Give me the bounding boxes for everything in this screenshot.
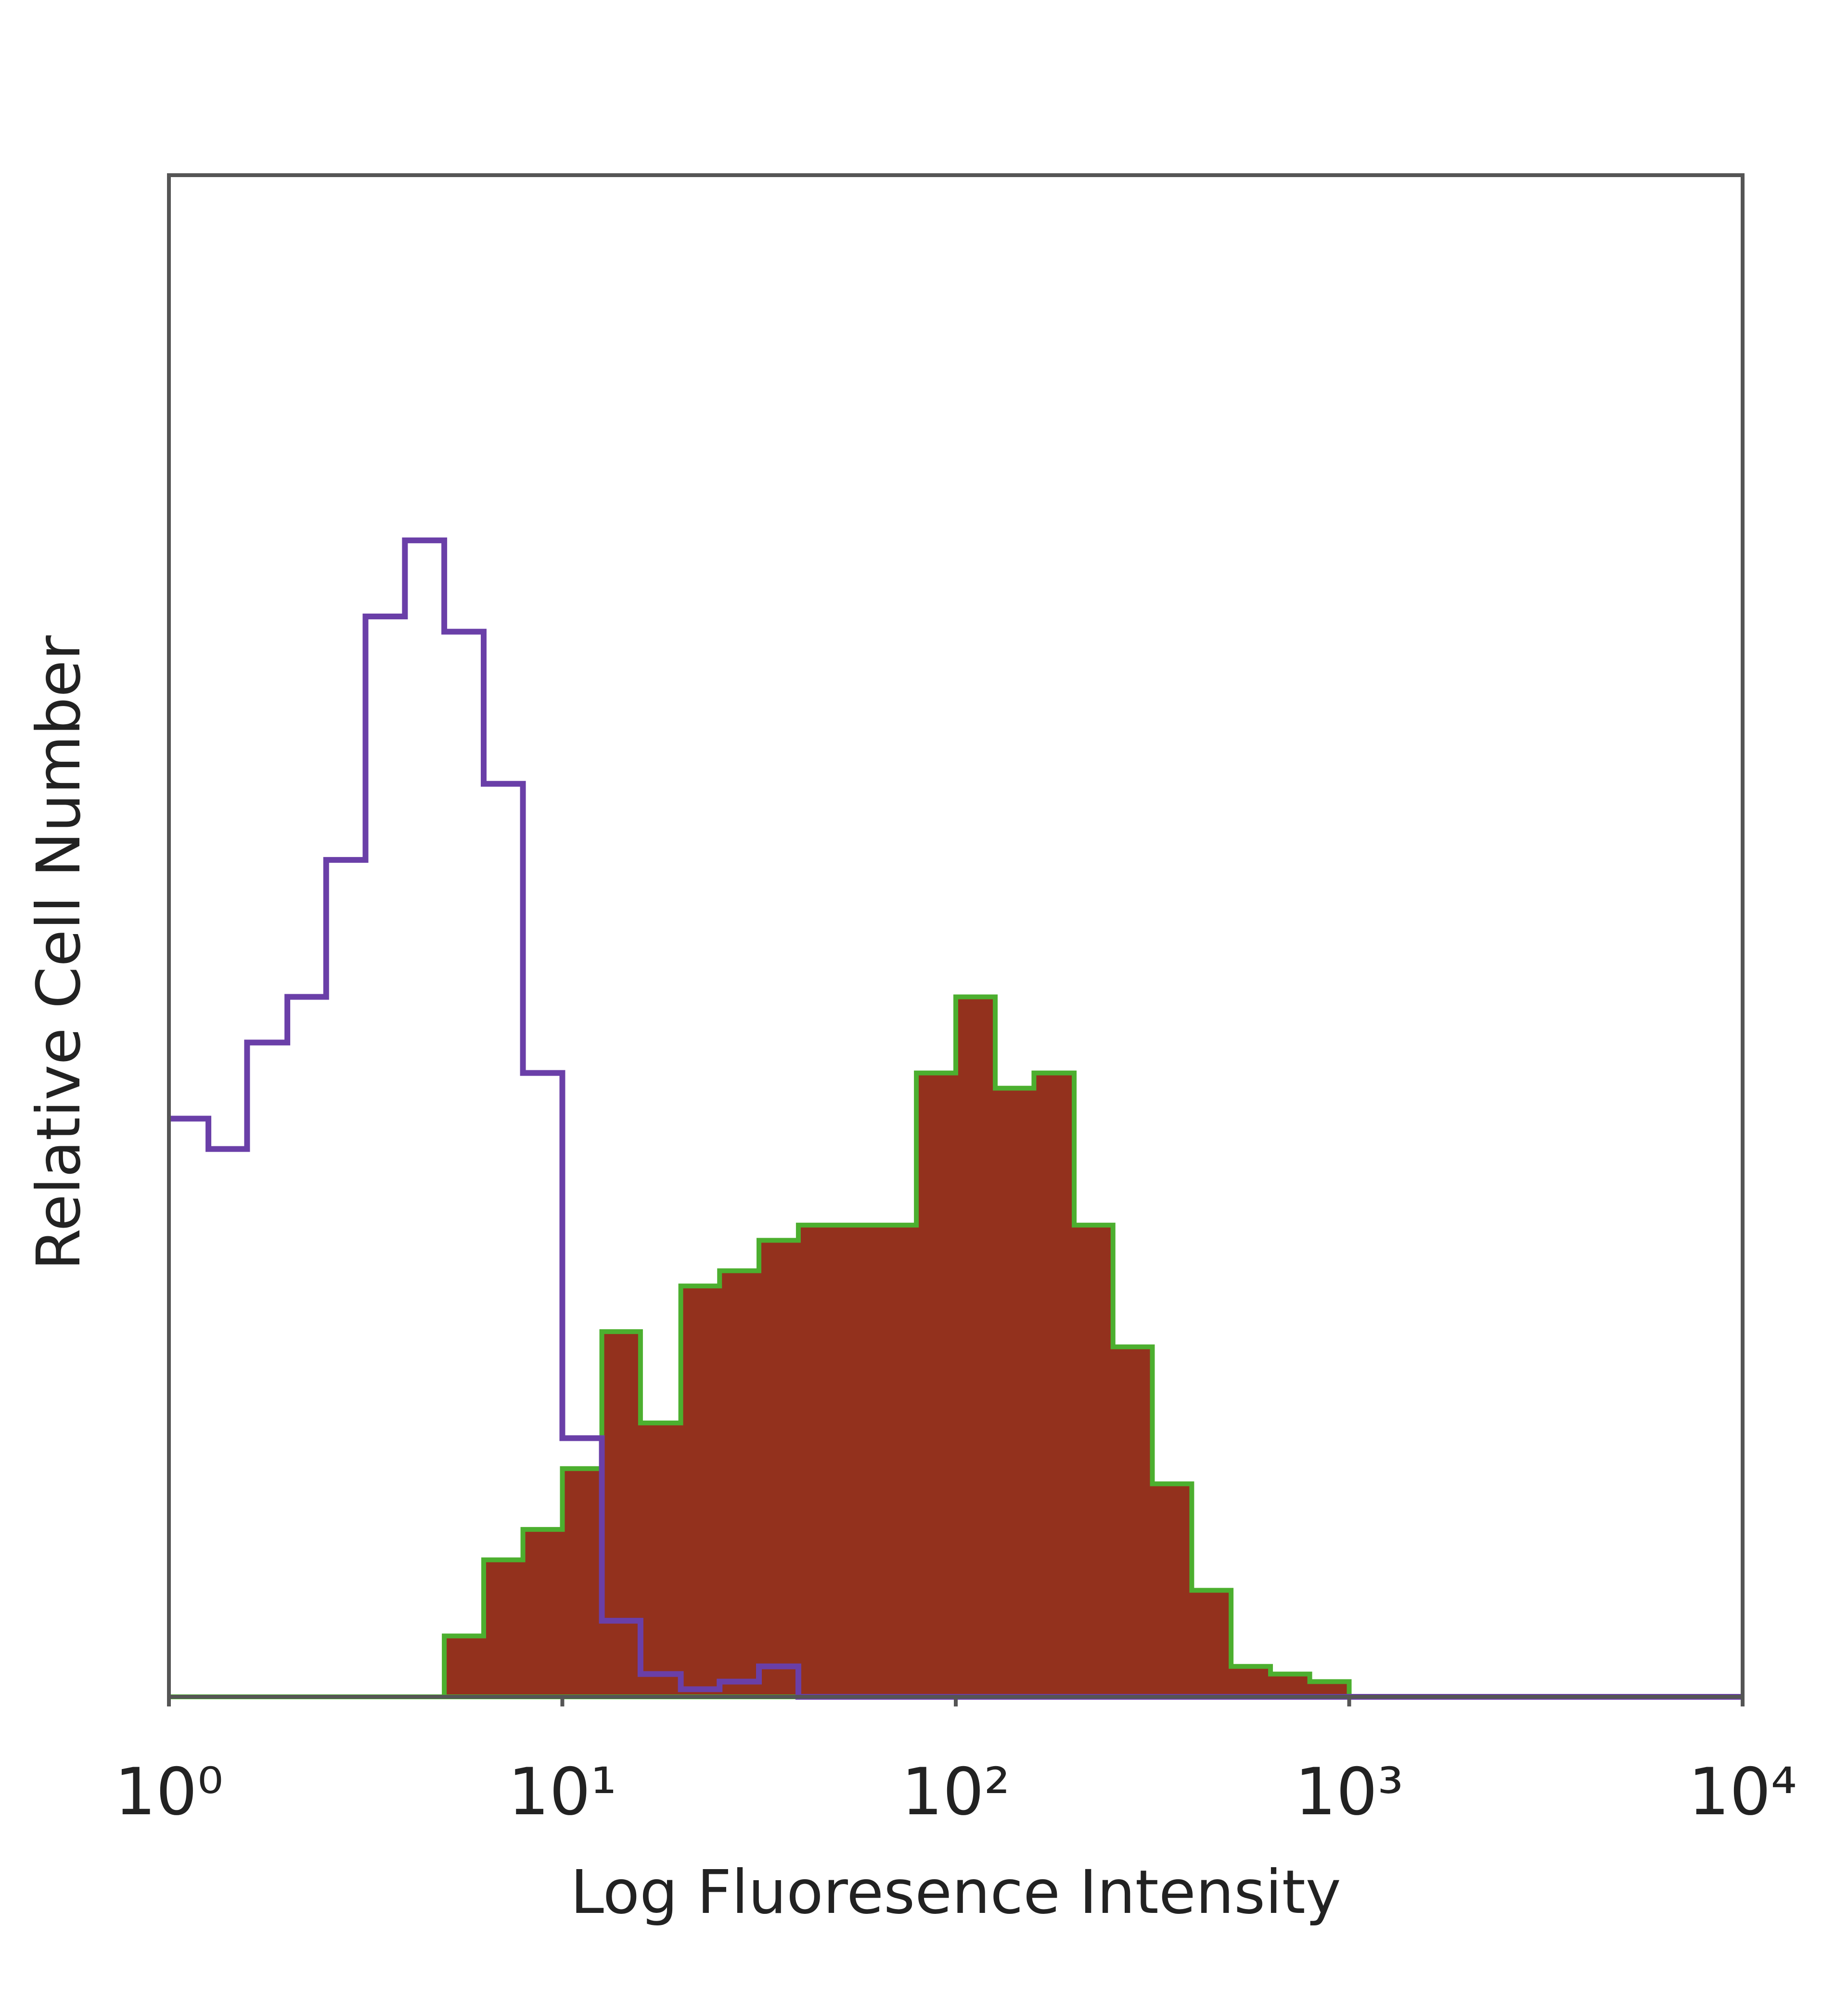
x-axis-label: Log Fluoresence Intensity: [570, 1858, 1341, 1927]
x-tick-label: 10²: [901, 1754, 1010, 1830]
y-axis-label: Relative Cell Number: [24, 635, 94, 1270]
x-tick-label: 10¹: [508, 1754, 617, 1830]
x-tick-label: 10⁰: [115, 1754, 223, 1830]
x-tick-label: 10³: [1295, 1754, 1404, 1830]
histogram-area: [169, 994, 1389, 1699]
x-tick-label: 10⁴: [1688, 1754, 1797, 1830]
